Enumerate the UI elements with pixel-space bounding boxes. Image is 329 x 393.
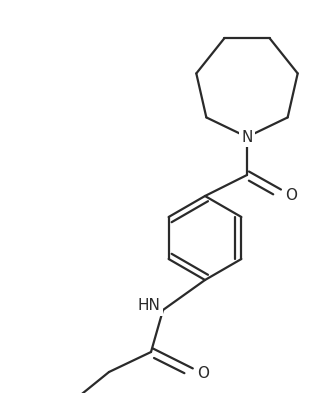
Text: HN: HN bbox=[138, 299, 161, 314]
Text: O: O bbox=[285, 187, 297, 202]
Text: N: N bbox=[241, 130, 253, 145]
Text: O: O bbox=[197, 367, 209, 382]
